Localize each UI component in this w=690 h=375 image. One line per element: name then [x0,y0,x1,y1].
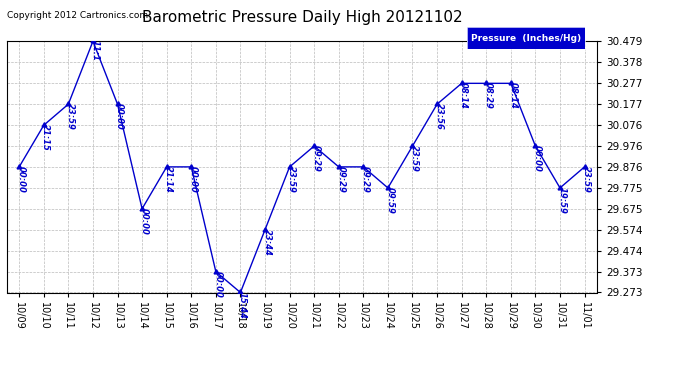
Text: 00:00: 00:00 [533,145,542,172]
Text: 21:15: 21:15 [41,124,50,151]
Text: 23:56: 23:56 [435,104,444,130]
Text: 09:29: 09:29 [312,145,321,172]
Text: 21:14: 21:14 [164,166,173,193]
Text: 23:44: 23:44 [262,229,271,256]
Text: Copyright 2012 Cartronics.com: Copyright 2012 Cartronics.com [7,11,148,20]
Text: 15:44: 15:44 [238,292,247,318]
Text: 08:14: 08:14 [459,82,468,110]
Text: 19:59: 19:59 [558,187,566,214]
Text: 00:00: 00:00 [115,104,124,130]
Text: 09:29: 09:29 [336,166,345,193]
Text: 00:00: 00:00 [139,208,148,235]
Text: 00:00: 00:00 [189,166,198,193]
Text: 09:59: 09:59 [386,187,395,214]
Title: Barometric Pressure Daily High 20121102: Barometric Pressure Daily High 20121102 [141,10,462,25]
Text: 00:00: 00:00 [213,271,222,298]
Text: 23:59: 23:59 [287,166,296,193]
Text: 23:59: 23:59 [410,145,419,172]
Text: 23:59: 23:59 [582,166,591,193]
Text: 11:1: 11:1 [90,40,99,62]
Text: 08:29: 08:29 [484,82,493,110]
Text: 00:00: 00:00 [17,166,26,193]
Text: 09:29: 09:29 [361,166,370,193]
Text: 23:59: 23:59 [66,104,75,130]
Text: 08:14: 08:14 [509,82,518,110]
